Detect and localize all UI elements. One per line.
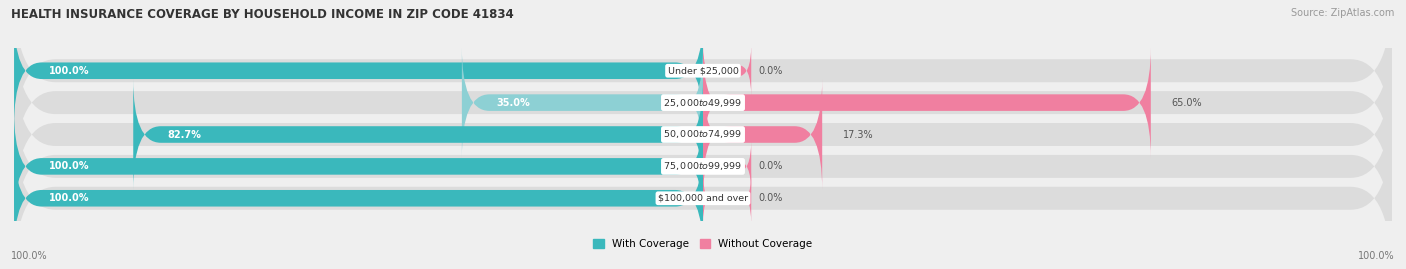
- Text: 17.3%: 17.3%: [842, 129, 873, 140]
- FancyBboxPatch shape: [463, 47, 703, 158]
- Text: 100.0%: 100.0%: [1358, 251, 1395, 261]
- Text: 0.0%: 0.0%: [758, 161, 783, 171]
- FancyBboxPatch shape: [703, 47, 1152, 158]
- Text: 100.0%: 100.0%: [48, 193, 89, 203]
- Text: Source: ZipAtlas.com: Source: ZipAtlas.com: [1291, 8, 1395, 18]
- Text: $100,000 and over: $100,000 and over: [658, 194, 748, 203]
- FancyBboxPatch shape: [703, 79, 823, 190]
- Legend: With Coverage, Without Coverage: With Coverage, Without Coverage: [589, 235, 817, 253]
- FancyBboxPatch shape: [14, 143, 703, 254]
- Text: $75,000 to $99,999: $75,000 to $99,999: [664, 160, 742, 172]
- FancyBboxPatch shape: [14, 50, 1392, 219]
- Text: 35.0%: 35.0%: [496, 98, 530, 108]
- FancyBboxPatch shape: [134, 79, 703, 190]
- Text: 100.0%: 100.0%: [48, 66, 89, 76]
- FancyBboxPatch shape: [14, 82, 1392, 250]
- Text: HEALTH INSURANCE COVERAGE BY HOUSEHOLD INCOME IN ZIP CODE 41834: HEALTH INSURANCE COVERAGE BY HOUSEHOLD I…: [11, 8, 515, 21]
- Text: $25,000 to $49,999: $25,000 to $49,999: [664, 97, 742, 109]
- Text: 100.0%: 100.0%: [11, 251, 48, 261]
- FancyBboxPatch shape: [14, 19, 1392, 187]
- Text: 0.0%: 0.0%: [758, 66, 783, 76]
- Text: $50,000 to $74,999: $50,000 to $74,999: [664, 129, 742, 140]
- Text: 0.0%: 0.0%: [758, 193, 783, 203]
- FancyBboxPatch shape: [703, 172, 751, 224]
- FancyBboxPatch shape: [14, 111, 703, 222]
- FancyBboxPatch shape: [14, 15, 703, 126]
- FancyBboxPatch shape: [703, 140, 751, 192]
- FancyBboxPatch shape: [703, 45, 751, 97]
- FancyBboxPatch shape: [14, 0, 1392, 155]
- Text: 65.0%: 65.0%: [1171, 98, 1202, 108]
- Text: 82.7%: 82.7%: [167, 129, 201, 140]
- Text: Under $25,000: Under $25,000: [668, 66, 738, 75]
- Text: 100.0%: 100.0%: [48, 161, 89, 171]
- FancyBboxPatch shape: [14, 114, 1392, 269]
